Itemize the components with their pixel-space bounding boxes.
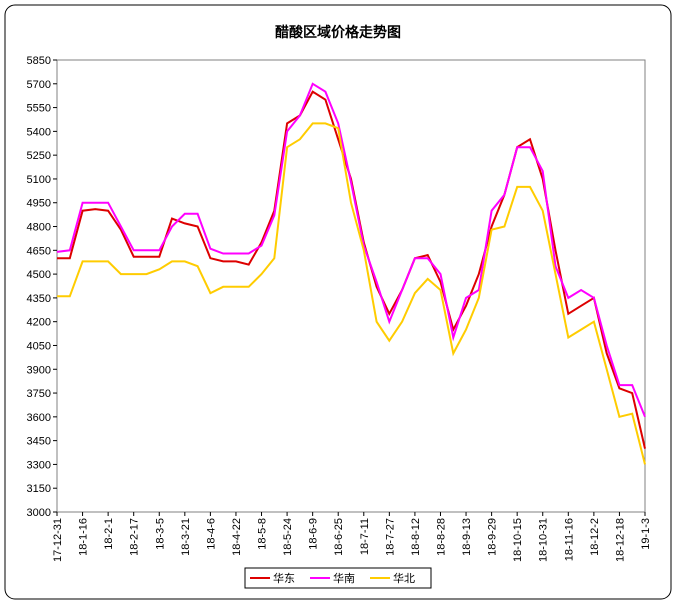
legend-label: 华北 <box>393 571 415 585</box>
x-tick-label: 17-12-31 <box>52 518 64 562</box>
x-tick-label: 18-10-15 <box>512 518 524 562</box>
y-tick-label: 4500 <box>27 269 51 281</box>
y-tick-label: 5250 <box>27 150 51 162</box>
x-tick-label: 18-4-6 <box>205 518 217 550</box>
x-tick-label: 18-9-13 <box>461 518 473 556</box>
x-tick-label: 18-5-24 <box>282 518 294 556</box>
x-tick-label: 18-4-22 <box>231 518 243 556</box>
x-tick-label: 18-12-2 <box>589 518 601 556</box>
y-tick-label: 3000 <box>27 507 51 519</box>
x-tick-label: 18-2-17 <box>129 518 141 556</box>
y-tick-label: 3600 <box>27 412 51 424</box>
x-tick-label: 18-8-12 <box>410 518 422 556</box>
chart-title: 醋酸区域价格走势图 <box>275 24 401 40</box>
y-tick-label: 4800 <box>27 222 51 234</box>
x-tick-label: 18-12-18 <box>614 518 626 562</box>
y-tick-label: 5850 <box>27 55 51 67</box>
y-tick-label: 5700 <box>27 79 51 91</box>
x-tick-label: 18-6-9 <box>308 518 320 550</box>
x-tick-label: 18-3-5 <box>154 518 166 550</box>
y-tick-label: 4200 <box>27 317 51 329</box>
x-tick-label: 18-1-16 <box>78 518 90 556</box>
x-tick-label: 18-6-25 <box>333 518 345 556</box>
y-tick-label: 3150 <box>27 483 51 495</box>
y-tick-label: 4050 <box>27 340 51 352</box>
y-tick-label: 3300 <box>27 459 51 471</box>
legend-box <box>244 567 432 589</box>
x-tick-label: 18-5-8 <box>257 518 269 550</box>
legend-label: 华南 <box>333 571 355 585</box>
y-tick-label: 3900 <box>27 364 51 376</box>
y-tick-label: 4950 <box>27 198 51 210</box>
y-tick-label: 5100 <box>27 174 51 186</box>
plot-area <box>56 59 646 513</box>
x-tick-label: 18-10-31 <box>538 518 550 562</box>
series-line <box>57 122 646 465</box>
x-tick-label: 18-2-1 <box>103 518 115 550</box>
x-tick-label: 18-11-16 <box>563 518 575 561</box>
legend-label: 华东 <box>273 571 295 585</box>
x-tick-label: 18-8-28 <box>435 518 447 556</box>
series-line <box>56 82 646 418</box>
y-tick-label: 4650 <box>27 245 51 257</box>
x-tick-label: 18-7-27 <box>384 518 396 556</box>
x-tick-label: 18-9-29 <box>487 518 499 556</box>
x-tick-label: 18-3-21 <box>180 518 192 556</box>
y-tick-label: 3450 <box>27 436 51 448</box>
y-tick-label: 4350 <box>27 293 51 305</box>
y-tick-label: 5400 <box>27 126 51 138</box>
y-tick-label: 5550 <box>27 103 51 115</box>
x-tick-label: 19-1-3 <box>640 518 652 550</box>
x-tick-label: 18-7-11 <box>359 518 371 555</box>
y-tick-label: 3750 <box>27 388 51 400</box>
